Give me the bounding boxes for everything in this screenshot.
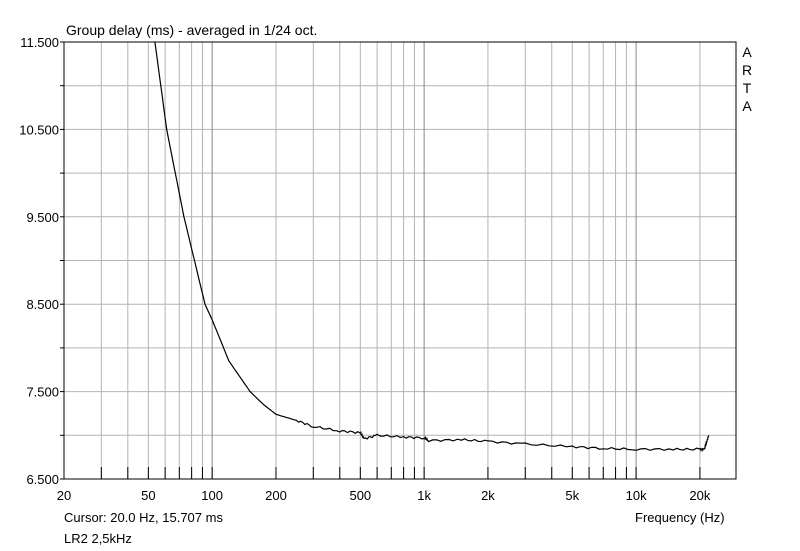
arta-letter: R [741, 62, 753, 78]
measurement-label: LR2 2,5kHz [64, 531, 132, 546]
x-tick-label: 100 [201, 488, 223, 503]
x-tick-label: 500 [349, 488, 371, 503]
x-tick-label: 5k [565, 488, 579, 503]
y-tick-label: 7.500 [26, 385, 59, 400]
cursor-readout: Cursor: 20.0 Hz, 15.707 ms [64, 510, 223, 525]
x-tick-label: 20k [689, 488, 710, 503]
plot-frame [63, 41, 737, 480]
chart-title: Group delay (ms) - averaged in 1/24 oct. [66, 22, 318, 38]
x-axis-label: Frequency (Hz) [635, 510, 725, 525]
x-tick-label: 50 [141, 488, 155, 503]
y-tick-label: 6.500 [26, 472, 59, 487]
arta-letter: A [742, 98, 752, 114]
x-tick-label: 2k [481, 488, 495, 503]
arta-letter: A [742, 44, 752, 60]
x-tick-label: 200 [265, 488, 287, 503]
y-tick-label: 8.500 [26, 297, 59, 312]
y-tick-label: 10.500 [19, 122, 59, 137]
series-line [154, 41, 710, 453]
x-tick-label: 1k [417, 488, 431, 503]
x-tick-label: 10k [626, 488, 647, 503]
y-tick-label: 9.500 [26, 210, 59, 225]
y-tick-label: 11.500 [20, 35, 59, 50]
x-tick-label: 20 [57, 488, 71, 503]
arta-letter: T [742, 80, 752, 96]
